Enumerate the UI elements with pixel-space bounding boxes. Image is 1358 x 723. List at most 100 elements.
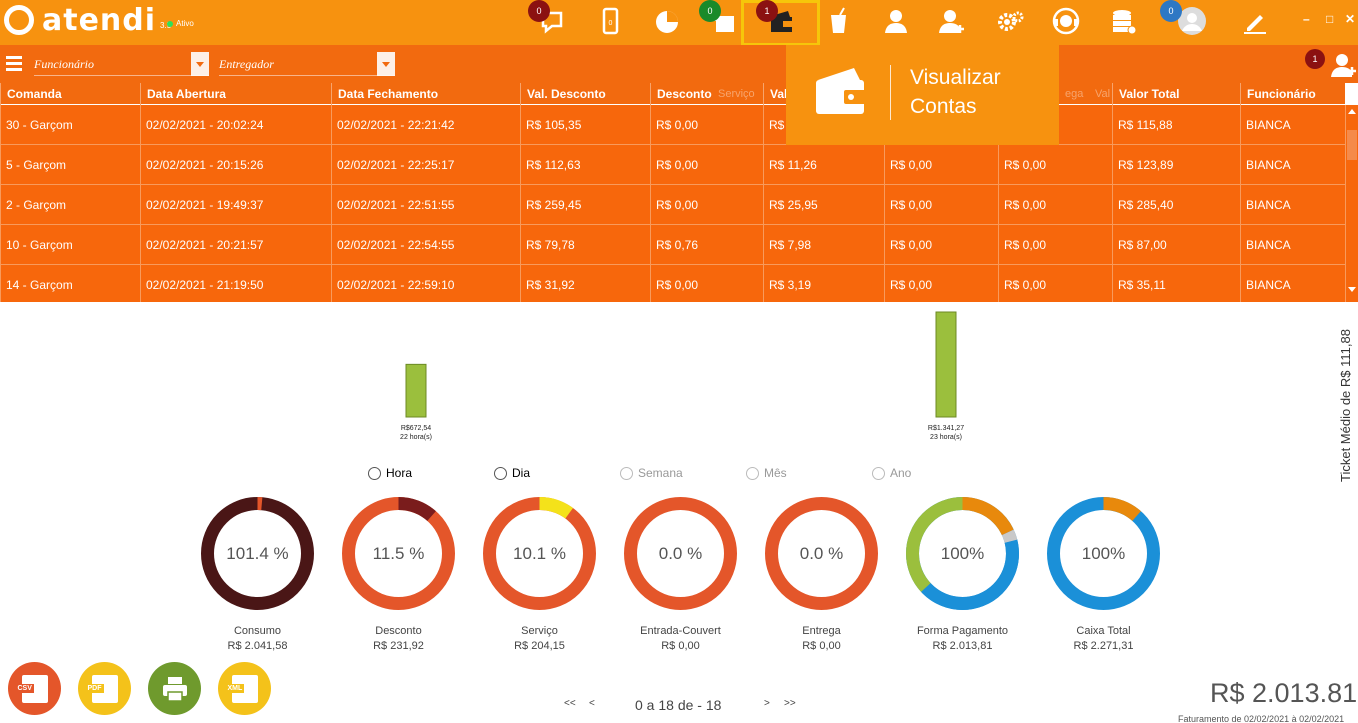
table-cell: 02/02/2021 - 22:51:55 — [331, 185, 520, 225]
donut-value: R$ 2.041,58 — [227, 640, 288, 652]
table-cell: 02/02/2021 - 19:49:37 — [140, 185, 331, 225]
pager-prev[interactable]: < — [589, 698, 595, 709]
export-csv-button[interactable]: CSV — [8, 662, 61, 715]
gears-icon — [998, 11, 1024, 31]
scroll-down-icon[interactable] — [1348, 287, 1356, 292]
column-header[interactable]: Val — [763, 83, 884, 105]
maximize-button[interactable]: □ — [1326, 12, 1334, 26]
chevron-down-icon[interactable] — [377, 52, 395, 76]
csv-label: CSV — [15, 683, 34, 693]
table-cell: BIANCA — [1240, 225, 1345, 265]
close-button[interactable]: ✕ — [1345, 12, 1356, 26]
donut-segment — [201, 497, 314, 610]
chart-category-label: 22 hora(s) — [400, 434, 432, 441]
add-employee-icon[interactable] — [1330, 49, 1358, 79]
chevron-down-icon[interactable] — [191, 52, 209, 76]
pdf-file-icon: PDF — [85, 674, 118, 703]
column-header[interactable]: Data Abertura — [140, 83, 331, 105]
period-radio[interactable]: Hora — [368, 466, 412, 480]
table-cell: R$ 0,00 — [998, 145, 1112, 185]
accounts-tooltip: Visualizar Contas — [786, 45, 1059, 145]
table-cell: R$ 0,00 — [998, 225, 1112, 265]
chat-button[interactable] — [531, 3, 571, 39]
donut-title: Entrega — [802, 625, 841, 637]
table-cell: 10 - Garçom — [0, 225, 140, 265]
scroll-up-icon[interactable] — [1348, 109, 1356, 114]
donut-value: R$ 0,00 — [661, 640, 700, 652]
add-user-button[interactable] — [932, 3, 972, 39]
summary-donut: 101.4 % — [199, 495, 316, 612]
table-row[interactable]: 5 - Garçom 02/02/2021 - 20:15:26 02/02/202… — [0, 145, 1345, 185]
delivery-filter[interactable]: Entregador — [219, 52, 395, 76]
summary-donut: 0.0 % — [763, 495, 880, 612]
table-cell: BIANCA — [1240, 145, 1345, 185]
pie-chart-icon — [656, 11, 678, 33]
column-header[interactable]: Data Fechamento — [331, 83, 520, 105]
table-cell: 30 - Garçom — [0, 105, 140, 145]
donut-title: Serviço — [521, 625, 558, 637]
chart-value-label: R$1.341,27 — [928, 425, 964, 432]
period-radio[interactable]: Dia — [494, 466, 530, 480]
table-cell: R$ 31,92 — [520, 265, 650, 302]
donut-title: Caixa Total — [1076, 625, 1131, 637]
user-button[interactable] — [876, 3, 916, 39]
drink-cup-icon — [831, 7, 846, 33]
menu-icon[interactable] — [6, 56, 22, 71]
radio-circle-icon[interactable] — [368, 466, 381, 480]
employee-filter[interactable]: Funcionário — [34, 52, 209, 76]
column-header[interactable]: Desconto — [650, 83, 763, 105]
mobile-button[interactable]: 0 — [590, 3, 630, 39]
filter-bar: Funcionário Entregador 1 — [0, 45, 1358, 83]
reports-button[interactable] — [647, 3, 687, 39]
period-radio-label: Semana — [638, 466, 683, 480]
svg-text:0: 0 — [609, 20, 613, 27]
pager-last[interactable]: >> — [784, 698, 796, 709]
settings-button[interactable] — [990, 3, 1030, 39]
logo-ring-icon — [4, 5, 34, 35]
notification-badge: 1 — [1305, 49, 1325, 69]
export-xml-button[interactable]: XML — [218, 662, 271, 715]
pager-next[interactable]: > — [764, 698, 770, 709]
app-version: 3.5 — [160, 20, 172, 30]
minimize-button[interactable]: – — [1303, 12, 1310, 26]
column-header[interactable]: Valor Total — [1112, 83, 1240, 105]
edit-button[interactable] — [1235, 3, 1275, 39]
table-cell: 2 - Garçom — [0, 185, 140, 225]
scroll-thumb[interactable] — [1347, 130, 1357, 160]
top-toolbar: atendi 3.5 Ativo 0 0 0 1 — [0, 0, 1358, 46]
employee-filter-placeholder: Funcionário — [34, 57, 94, 71]
table-row[interactable]: 14 - Garçom 02/02/2021 - 21:19:50 02/02/20… — [0, 265, 1345, 302]
support-button[interactable] — [1046, 3, 1086, 39]
donut-ring — [765, 497, 878, 610]
chart-bar[interactable] — [935, 311, 957, 418]
table-row[interactable]: 10 - Garçom 02/02/2021 - 20:21:57 02/02/20… — [0, 225, 1345, 265]
chart-bar[interactable] — [405, 363, 427, 418]
table-cell: R$ 123,89 — [1112, 145, 1240, 185]
products-button[interactable] — [818, 3, 858, 39]
table-cell: R$ 0,00 — [998, 185, 1112, 225]
column-header[interactable]: Funcionário — [1240, 83, 1345, 105]
profile-avatar[interactable] — [1172, 3, 1212, 39]
table-row[interactable]: 30 - Garçom 02/02/2021 - 20:02:24 02/02/20… — [0, 105, 1345, 145]
table-scrollbar[interactable] — [1345, 105, 1358, 302]
export-pdf-button[interactable]: PDF — [78, 662, 131, 715]
radio-circle-icon[interactable] — [494, 466, 507, 480]
column-header[interactable]: Val. Desconto — [520, 83, 650, 105]
table-cell: R$ 7,98 — [763, 225, 884, 265]
print-button[interactable] — [148, 662, 201, 715]
donut-percentage: 101.4 % — [226, 544, 289, 563]
table-cell: R$ 115,88 — [1112, 105, 1240, 145]
pager-first[interactable]: << — [564, 698, 576, 709]
table-cell: R$ 35,11 — [1112, 265, 1240, 302]
table-cell: R$ 25,95 — [763, 185, 884, 225]
accounts-badge: 1 — [756, 0, 778, 22]
hourly-revenue-chart: R$672,54 22 hora(s) R$1.341,27 23 hora(s) — [400, 311, 964, 441]
database-button[interactable] — [1103, 3, 1143, 39]
table-row[interactable]: 2 - Garçom 02/02/2021 - 19:49:37 02/02/202… — [0, 185, 1345, 225]
chart-category-label: 23 hora(s) — [930, 434, 962, 441]
column-header[interactable]: Comanda — [0, 83, 140, 105]
avatar-icon — [1178, 7, 1206, 35]
donut-percentage: 0.0 % — [799, 544, 844, 563]
table-cell: R$ 0,00 — [650, 145, 763, 185]
chat-icon — [541, 11, 563, 34]
